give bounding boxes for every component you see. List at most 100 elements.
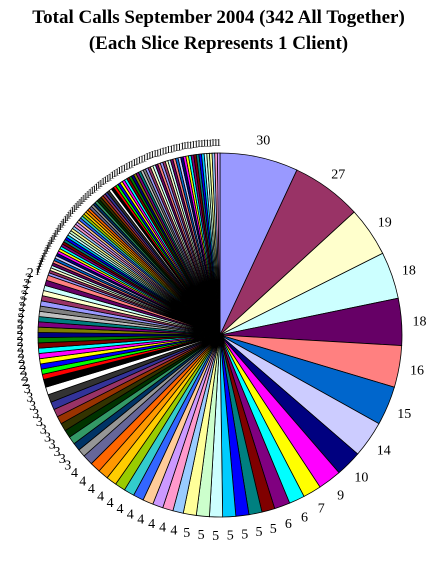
- slice-value-label: 2: [17, 312, 24, 327]
- slice-value-label: 1: [121, 162, 127, 174]
- slice-value-label: 27: [331, 168, 345, 183]
- slice-value-label: 2: [27, 266, 34, 281]
- slice-value-label: 1: [109, 170, 115, 182]
- slice-value-label: 6: [301, 510, 308, 525]
- slice-value-label: 1: [49, 235, 55, 247]
- slice-value-label: 1: [171, 143, 177, 155]
- slice-value-label: 1: [79, 195, 85, 207]
- slice-value-label: 1: [124, 161, 130, 173]
- slice-value-label: 1: [191, 139, 197, 151]
- slice-value-label: 5: [270, 522, 277, 537]
- slice-value-label: 5: [183, 526, 190, 541]
- slice-value-label: 1: [105, 173, 111, 185]
- slice-value-label: 1: [163, 145, 169, 157]
- slice-value-label: 1: [196, 138, 202, 150]
- slice-value-label: 2: [18, 352, 25, 367]
- slice-value-label: 1: [202, 138, 208, 150]
- slice-value-label: 1: [75, 199, 81, 211]
- slice-value-label: 1: [185, 140, 191, 152]
- slice-value-label: 2: [18, 306, 25, 321]
- slice-value-label: 1: [56, 223, 62, 235]
- slice-value-label: 1: [193, 139, 199, 151]
- slice-value-label: 10: [354, 470, 368, 485]
- slice-value-label: 1: [70, 205, 76, 217]
- slice-value-label: 1: [35, 263, 41, 275]
- slice-value-label: 1: [137, 155, 143, 167]
- slice-value-label: 1: [142, 152, 148, 164]
- slice-value-label: 1: [100, 176, 106, 188]
- slice-value-label: 4: [159, 521, 166, 536]
- chart-title: Total Calls September 2004 (342 All Toge…: [32, 7, 405, 28]
- slice-value-label: 1: [68, 207, 74, 219]
- slice-value-label: 1: [112, 168, 118, 180]
- slice-value-label: 3: [24, 382, 31, 397]
- slice-value-label: 3: [32, 407, 39, 422]
- slice-value-label: 2: [23, 277, 30, 292]
- slice-value-label: 1: [179, 141, 185, 153]
- slice-value-label: 15: [397, 407, 411, 422]
- slice-value-label: 7: [318, 502, 325, 517]
- slice-value-label: 5: [241, 528, 248, 543]
- slice-value-label: 1: [131, 157, 137, 169]
- slice-value-label: 4: [127, 508, 134, 523]
- slice-value-label: 4: [170, 524, 177, 539]
- slice-value-label: 4: [137, 513, 144, 528]
- slice-value-label: 1: [166, 144, 172, 156]
- slice-value-label: 3: [36, 415, 43, 430]
- slice-value-label: 1: [91, 183, 97, 195]
- slice-value-label: 4: [117, 502, 124, 517]
- slice-value-label: 2: [19, 300, 26, 315]
- slice-value-label: 6: [285, 517, 292, 532]
- slice-value-label: 1: [147, 150, 153, 162]
- slice-value-label: 1: [139, 153, 145, 165]
- slice-value-label: 9: [337, 489, 344, 504]
- slice-value-label: 4: [148, 517, 155, 532]
- slice-value-label: 5: [212, 529, 219, 544]
- slice-value-label: 5: [198, 528, 205, 543]
- slice-value-label: 1: [144, 151, 150, 163]
- slice-value-label: 1: [42, 248, 48, 260]
- slice-value-label: 2: [20, 294, 27, 309]
- slice-value-label: 2: [17, 346, 24, 361]
- slice-value-label: 2: [19, 358, 26, 373]
- slice-value-label: 1: [96, 180, 102, 192]
- slice-value-label: 2: [17, 317, 24, 332]
- slice-value-label: 30: [256, 134, 270, 149]
- slice-value-label: 2: [17, 335, 24, 350]
- slice-value-label: 1: [213, 137, 219, 149]
- slice-value-label: 1: [73, 201, 79, 213]
- slice-value-label: 2: [21, 369, 28, 384]
- chart-subtitle: (Each Slice Represents 1 Client): [88, 33, 349, 54]
- slice-value-label: 18: [413, 315, 427, 330]
- slice-value-label: 1: [152, 148, 158, 160]
- slice-value-label: 1: [83, 191, 89, 203]
- slice-value-label: 5: [227, 529, 234, 544]
- slice-value-label: 2: [22, 375, 29, 390]
- slice-value-label: 1: [188, 139, 194, 151]
- slice-value-label: 4: [97, 489, 104, 504]
- slice-value-label: 1: [168, 143, 174, 155]
- slice-value-label: 14: [377, 444, 391, 459]
- slice-value-label: 4: [79, 475, 86, 490]
- slice-value-label: 4: [107, 496, 114, 511]
- slice-value-label: 1: [43, 245, 49, 257]
- slice-value-label: 1: [207, 137, 213, 149]
- slice-value-label: 1: [61, 216, 67, 228]
- slice-value-label: 1: [117, 165, 123, 177]
- slice-value-label: 18: [402, 263, 416, 278]
- slice-value-label: 1: [51, 230, 57, 242]
- slice-value-label: 1: [59, 219, 65, 231]
- slice-value-label: 1: [47, 238, 53, 250]
- slice-value-label: 1: [41, 250, 47, 262]
- slice-value-label: 1: [98, 178, 104, 190]
- slice-value-label: 2: [21, 289, 28, 304]
- slice-value-label: 1: [182, 140, 188, 152]
- slice-value-label: 1: [62, 214, 68, 226]
- slice-value-label: 1: [39, 256, 45, 268]
- slice-value-label: 4: [88, 482, 95, 497]
- slice-value-label: 1: [85, 189, 91, 201]
- slice-value-label: 4: [71, 466, 78, 481]
- slice-value-label: 3: [49, 438, 56, 453]
- slice-value-label: 1: [94, 182, 100, 194]
